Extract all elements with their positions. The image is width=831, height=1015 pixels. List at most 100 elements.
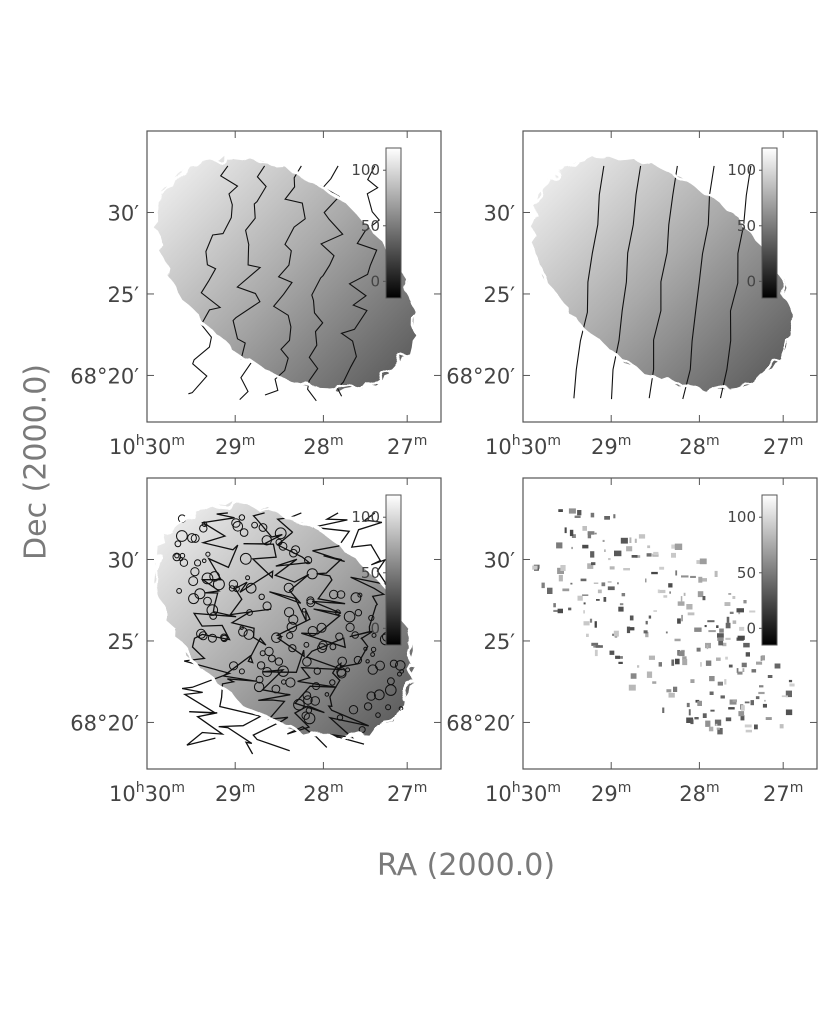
contour-island [335,632,344,641]
residual-pixel [690,679,695,683]
y-tick-label: 68°20′ [70,364,139,388]
residual-pixel [709,676,715,682]
residual-pixel [750,700,754,706]
residual-pixel [785,690,792,698]
residual-pixel [717,638,724,641]
x-tick-label: 28m [303,433,343,459]
contour-island [316,622,327,633]
residual-pixel [643,630,648,634]
residual-pixel [774,663,781,669]
residual-pixel [557,608,563,614]
colorbar-tick-label: 0 [370,619,380,637]
colorbar [761,147,778,299]
colorbar-tick-label: 50 [361,564,380,582]
contour-island [329,589,339,600]
contour-island [258,593,265,600]
residual-pixel [618,661,623,664]
residual-pixel [558,574,563,582]
contour-island [258,523,268,532]
residual-pixel [569,529,574,537]
contour-island [286,621,298,633]
velocity-field [530,156,794,393]
residual-pixel [755,696,760,700]
y-tick-label: 68°20′ [70,711,139,735]
contour-island [371,632,377,638]
residual-pixel [682,656,687,660]
residual-pixel [590,551,595,558]
contour-line [307,165,344,402]
contour-island [293,698,305,711]
residual-pixel [742,668,745,672]
contour-island [196,628,207,639]
residual-pixel [743,600,747,604]
residual-pixel [671,659,675,666]
contour-island [220,634,229,643]
x-tick-label: 10h30m [109,433,185,459]
residual-pixel [717,681,723,686]
map-image [152,499,418,755]
residual-pixel [627,627,635,631]
map-image [151,153,419,402]
residual-pixel [583,621,590,626]
residual-pixel [604,549,606,552]
plot-frame [522,130,818,423]
residual-pixel [665,631,668,634]
residual-pixel [602,539,605,542]
residual-pixel [690,575,696,578]
contour-island [174,540,182,548]
contour-island [277,665,289,677]
residual-pixel [696,647,701,652]
residual-pixel [669,591,671,594]
residual-pixel [607,586,615,591]
contour-island [301,711,310,720]
contour-island [385,704,392,711]
residual-pixel [562,588,570,592]
contour-island [188,576,199,587]
residual-pixel [629,615,634,621]
contour-island [286,632,294,640]
contour-line [252,512,311,752]
residual-pixel [629,537,632,543]
contour-island [205,551,211,557]
residual-pixel [682,658,688,666]
contour-island [278,541,288,551]
residual-pixel [630,673,637,679]
y-tick-label: 30′ [484,548,516,572]
contour-island [329,679,336,686]
residual-pixel [564,527,567,534]
residual-pixel [706,645,709,650]
residual-pixel [736,608,744,613]
residual-pixel [736,668,739,673]
contour-island [307,626,318,637]
contour-island [176,530,188,542]
contour-island [336,714,344,721]
map-image [532,508,795,735]
residual-pixel [618,656,623,659]
residual-pixel [674,638,681,642]
residual-pixel [743,642,750,648]
residual-pixel [702,713,707,718]
residual-pixel [702,596,706,601]
contour-island [385,684,397,696]
contour-island [363,702,373,711]
residual-pixel [714,570,718,577]
residual-pixel [635,555,641,558]
contour-island [231,518,241,528]
residual-pixel [652,681,657,684]
colorbar [761,494,778,646]
x-tick-label: 28m [303,780,343,806]
residual-pixel [739,626,745,631]
residual-pixel [698,576,703,583]
residual-pixel [614,636,618,638]
residual-pixel [631,555,638,558]
contour-island [209,612,218,620]
residual-pixel [583,602,586,605]
contour-line [648,165,678,399]
colorbar-tick-label: 100 [351,161,380,179]
velocity-field [153,155,417,392]
residual-pixel [732,596,736,599]
contour-island [174,553,180,559]
contour-island [246,609,253,616]
residual-pixel [571,546,573,550]
